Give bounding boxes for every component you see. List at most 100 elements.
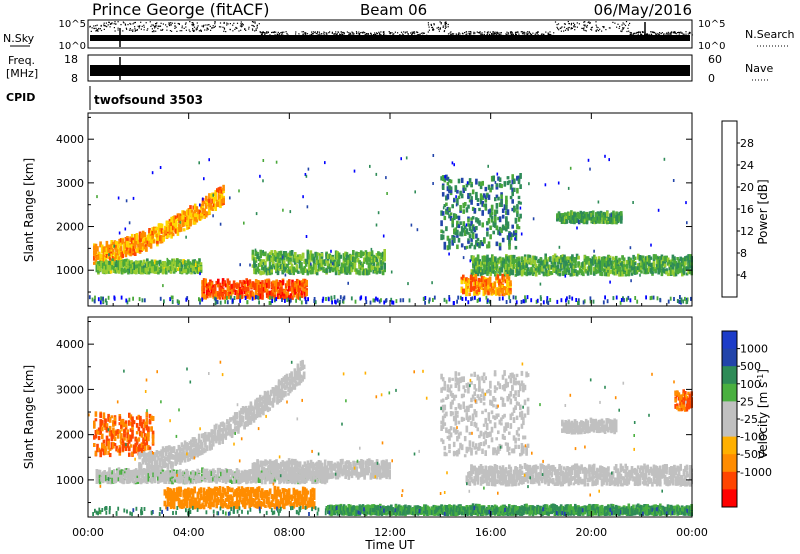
- data-cell: [203, 201, 206, 205]
- data-cell: [505, 255, 508, 261]
- nsky-dot: [637, 31, 639, 33]
- data-cell: [473, 208, 477, 214]
- nsky-dot: [518, 33, 520, 35]
- data-cell: [629, 264, 632, 269]
- data-cell: [600, 256, 604, 260]
- data-cell: [119, 238, 123, 244]
- data-cell: [348, 270, 352, 275]
- data-cell: [676, 299, 679, 303]
- data-cell: [149, 232, 153, 238]
- data-cell: [655, 259, 659, 265]
- data-cell: [575, 253, 579, 260]
- data-cell: [462, 288, 465, 295]
- data-cell: [265, 268, 269, 272]
- data-cell: [353, 266, 357, 272]
- data-cell: [207, 288, 211, 292]
- data-cell: [475, 233, 478, 239]
- data-cell: [177, 266, 181, 271]
- nsky-dot: [655, 33, 657, 36]
- nsky-dot: [498, 33, 500, 35]
- data-cell: [476, 203, 480, 206]
- nsky-dot: [679, 31, 681, 34]
- data-cell: [259, 249, 262, 256]
- data-cell: [337, 255, 341, 260]
- data-cell: [457, 237, 461, 243]
- data-cell: [493, 290, 497, 295]
- nsky-dot: [244, 28, 246, 30]
- nsky-dot: [176, 30, 178, 32]
- data-cell: [542, 262, 546, 266]
- data-cell: [215, 293, 218, 298]
- data-cell: [464, 230, 467, 236]
- data-cell: [186, 209, 189, 215]
- data-cell: [589, 258, 593, 265]
- data-cell: [195, 213, 199, 218]
- data-cell: [129, 237, 132, 243]
- data-cell: [171, 264, 174, 271]
- data-cell: [547, 257, 551, 262]
- data-cell: [161, 261, 165, 265]
- nsky-dot: [595, 24, 597, 26]
- nsearch-label: N.Search: [745, 28, 795, 41]
- data-cell: [192, 213, 195, 218]
- nsky-dot: [132, 30, 134, 32]
- nsky-dot: [364, 33, 366, 35]
- data-cell: [571, 254, 574, 260]
- data-cell: [141, 262, 144, 266]
- nsky-dot: [597, 27, 599, 29]
- data-cell: [482, 283, 486, 288]
- data-cell: [248, 296, 252, 300]
- nsky-dot: [374, 33, 376, 35]
- data-cell: [505, 221, 508, 226]
- data-cell: [109, 265, 113, 271]
- data-cell: [178, 300, 180, 305]
- data-cell: [560, 216, 564, 222]
- data-cell: [460, 277, 464, 281]
- data-cell: [209, 206, 213, 210]
- nsky-dot: [382, 32, 384, 34]
- data-cell: [138, 242, 142, 248]
- data-cell: [466, 278, 470, 284]
- nsky-dot: [273, 35, 275, 37]
- data-cell: [514, 295, 517, 300]
- data-cell: [616, 259, 620, 264]
- nsky-dot: [365, 33, 368, 35]
- nsky-dot: [103, 22, 105, 24]
- data-cell: [375, 256, 379, 263]
- data-cell: [219, 300, 222, 305]
- data-cell: [337, 259, 341, 265]
- nsky-dot: [557, 23, 560, 25]
- data-cell: [339, 295, 342, 300]
- data-cell: [564, 256, 568, 262]
- data-cell: [498, 202, 502, 207]
- nsky-dot: [526, 31, 529, 33]
- nsky-dot: [605, 29, 607, 31]
- data-cell: [517, 270, 521, 276]
- nsky-dot: [220, 26, 222, 28]
- data-cell: [448, 187, 451, 193]
- data-cell: [375, 296, 377, 301]
- nsky-dot: [494, 33, 496, 35]
- data-cell: [456, 220, 459, 226]
- nsky-dot: [370, 32, 372, 34]
- data-cell: [485, 279, 489, 283]
- data-cell: [301, 253, 305, 259]
- data-cell: [496, 279, 500, 284]
- data-cell: [482, 277, 486, 284]
- data-cell: [639, 273, 641, 277]
- data-cell: [459, 190, 462, 196]
- data-cell: [135, 233, 139, 239]
- nsky-dot: [442, 26, 444, 28]
- data-cell: [311, 253, 314, 258]
- data-cell: [331, 262, 334, 266]
- data-cell: [179, 226, 183, 231]
- data-cell: [640, 266, 643, 270]
- nsky-dot: [442, 25, 444, 27]
- data-cell: [348, 253, 352, 259]
- data-cell: [310, 262, 312, 266]
- data-cell: [336, 255, 339, 260]
- data-cell: [262, 287, 266, 292]
- data-cell: [490, 284, 493, 291]
- data-cell: [103, 268, 106, 274]
- data-cell: [251, 281, 255, 285]
